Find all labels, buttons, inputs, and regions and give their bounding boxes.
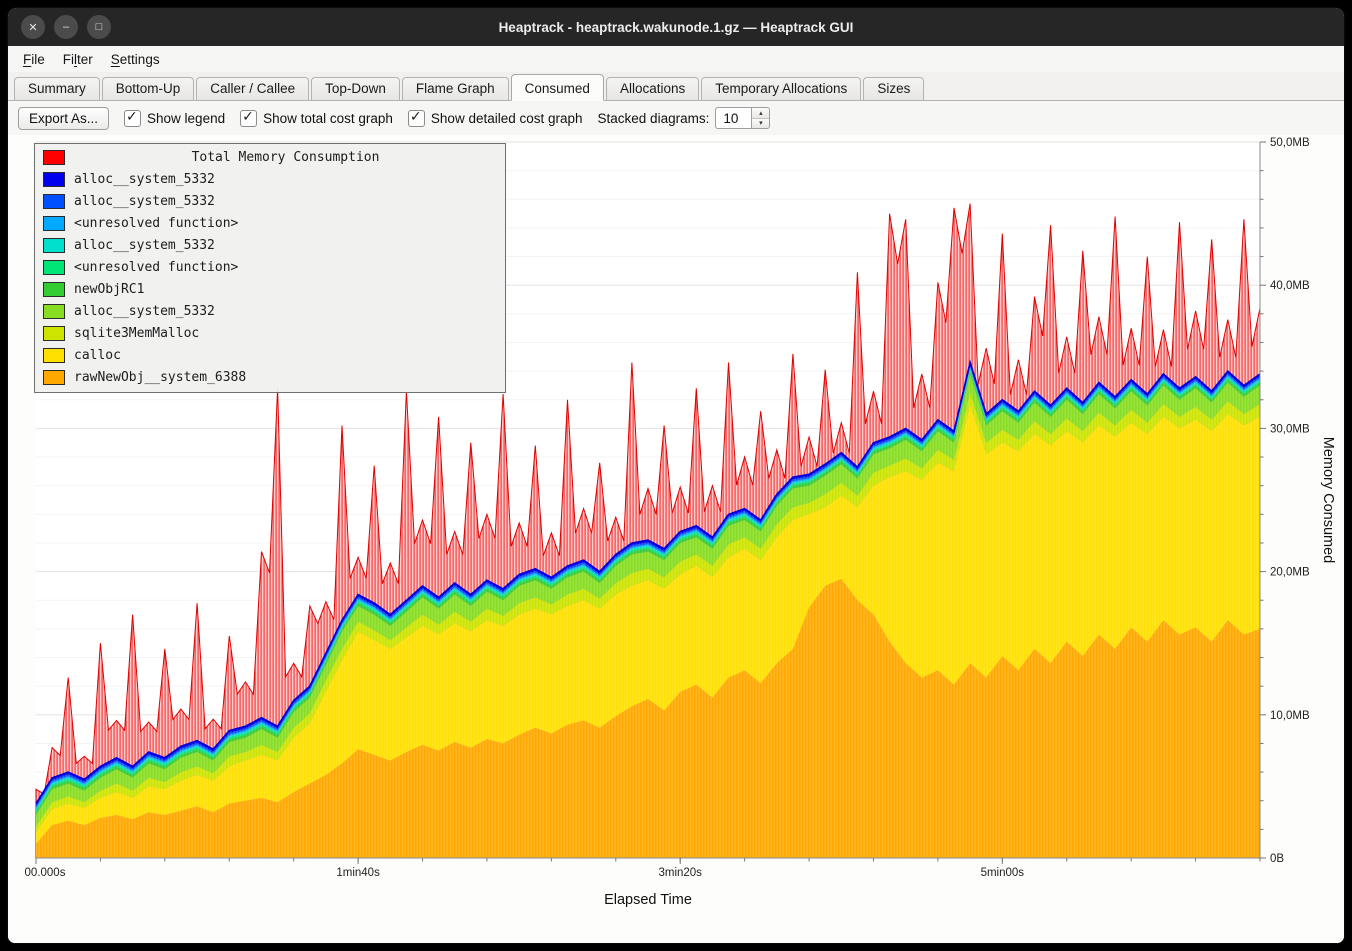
legend-title: Total Memory Consumption [191, 149, 380, 165]
memory-consumption-chart[interactable]: 0B 10,0MB 20,0MB 30,0MB 40,0MB 50,0MB 00.000s 1… [8, 135, 1344, 943]
stacked-diagrams-control: Stacked diagrams: 10 ▴ ▾ [598, 107, 771, 129]
legend-label: alloc__system_5332 [74, 303, 215, 319]
color-swatch [43, 171, 65, 187]
stacked-diagrams-spinbox[interactable]: 10 ▴ ▾ [715, 107, 771, 129]
legend-label: alloc__system_5332 [74, 171, 215, 187]
maximize-button[interactable]: □ [87, 15, 111, 39]
svg-text:Elapsed Time: Elapsed Time [604, 892, 692, 908]
spinbox-value[interactable]: 10 [715, 107, 752, 129]
stacked-diagrams-label: Stacked diagrams: [597, 110, 710, 126]
legend-item: alloc__system_5332 [35, 168, 505, 190]
close-button[interactable]: ✕ [21, 15, 45, 39]
legend-item: <unresolved function> [35, 256, 505, 278]
checkbox-show-total-cost-graph[interactable]: ✓ Show total cost graph [240, 107, 393, 127]
color-swatch [43, 237, 65, 253]
legend-item: calloc [35, 344, 505, 366]
svg-text:0B: 0B [1270, 853, 1284, 865]
check-icon: ✓ [126, 107, 138, 124]
legend-item: alloc__system_5332 [35, 234, 505, 256]
checkbox-label: Show total cost graph [263, 110, 393, 126]
color-swatch [43, 259, 65, 275]
spinbox-buttons: ▴ ▾ [751, 107, 771, 129]
legend-label: sqlite3MemMalloc [74, 325, 200, 341]
export-as-button[interactable]: Export As... [18, 106, 110, 130]
heaptrack-window: ✕ – □ Heaptrack - heaptrack.wakunode.1.g… [8, 8, 1344, 943]
legend-item: <unresolved function> [35, 212, 505, 234]
svg-text:00.000s: 00.000s [25, 867, 66, 879]
svg-text:20,0MB: 20,0MB [1270, 567, 1310, 579]
legend-label: rawNewObj__system_6388 [74, 369, 247, 385]
check-icon: ✓ [409, 107, 422, 124]
tab-bottom-up[interactable]: Bottom-Up [101, 77, 195, 101]
tab-sizes[interactable]: Sizes [863, 77, 925, 101]
tab-flame-graph[interactable]: Flame Graph [401, 77, 509, 101]
checkbox-show-detailed-cost-graph[interactable]: ✓ Show detailed cost graph [407, 107, 583, 127]
minimize-button[interactable]: – [54, 15, 78, 39]
tab-top-down[interactable]: Top-Down [311, 77, 400, 101]
checkbox-box: ✓ [240, 107, 258, 127]
svg-text:5min00s: 5min00s [981, 867, 1025, 879]
minimize-icon: – [62, 21, 70, 33]
tabbar: Summary Bottom-Up Caller / Callee Top-Do… [8, 72, 1344, 101]
menu-filter[interactable]: Filter [62, 51, 93, 67]
maximize-icon: □ [95, 21, 103, 33]
color-swatch [43, 193, 65, 209]
legend-item: rawNewObj__system_6388 [35, 366, 505, 388]
tab-temporary-allocations[interactable]: Temporary Allocations [701, 77, 862, 101]
titlebar[interactable]: ✕ – □ Heaptrack - heaptrack.wakunode.1.g… [8, 8, 1344, 46]
color-swatch [43, 303, 65, 319]
consumed-chart-region: 0B 10,0MB 20,0MB 30,0MB 40,0MB 50,0MB 00.000s 1… [8, 135, 1344, 943]
menubar: File Filter Settings [8, 46, 1344, 72]
svg-text:30,0MB: 30,0MB [1270, 423, 1310, 435]
svg-text:50,0MB: 50,0MB [1270, 137, 1310, 149]
check-icon: ✓ [242, 107, 254, 124]
legend-item: alloc__system_5332 [35, 190, 505, 212]
spin-up-button[interactable]: ▴ [752, 108, 770, 119]
toolbar: Export As... ✓ Show legend ✓ Show total … [8, 101, 1344, 135]
tab-summary[interactable]: Summary [14, 77, 100, 101]
spin-down-button[interactable]: ▾ [752, 118, 770, 128]
checkbox-show-legend[interactable]: ✓ Show legend [124, 107, 226, 127]
chevron-down-icon: ▾ [759, 120, 763, 128]
checkbox-label: Show legend [147, 110, 226, 126]
tab-allocations[interactable]: Allocations [605, 77, 700, 101]
color-swatch [43, 347, 65, 363]
legend-label: alloc__system_5332 [74, 237, 215, 253]
menu-file[interactable]: File [23, 51, 45, 67]
svg-text:Memory Consumed: Memory Consumed [1320, 437, 1336, 564]
tab-consumed[interactable]: Consumed [510, 74, 604, 101]
svg-text:1min40s: 1min40s [336, 867, 380, 879]
menu-settings[interactable]: Settings [110, 51, 160, 67]
checkbox-box: ✓ [124, 107, 142, 127]
window-title: Heaptrack - heaptrack.wakunode.1.gz — He… [498, 19, 854, 35]
chart-legend: Total Memory Consumption alloc__system_5… [34, 143, 506, 393]
color-swatch [43, 215, 65, 231]
color-swatch [43, 281, 65, 297]
svg-text:10,0MB: 10,0MB [1270, 710, 1310, 722]
tab-caller-callee[interactable]: Caller / Callee [196, 77, 310, 101]
legend-item: alloc__system_5332 [35, 300, 505, 322]
legend-item: newObjRC1 [35, 278, 505, 300]
total-color-swatch [43, 149, 65, 165]
legend-label: <unresolved function> [74, 215, 239, 231]
legend-label: <unresolved function> [74, 259, 239, 275]
checkbox-label: Show detailed cost graph [430, 110, 583, 126]
legend-label: calloc [74, 347, 121, 363]
svg-text:3min20s: 3min20s [658, 867, 702, 879]
legend-item: sqlite3MemMalloc [35, 322, 505, 344]
color-swatch [43, 369, 65, 385]
legend-label: alloc__system_5332 [74, 193, 215, 209]
checkbox-box: ✓ [407, 107, 425, 127]
window-controls: ✕ – □ [21, 15, 111, 39]
legend-title-row: Total Memory Consumption [35, 146, 505, 168]
color-swatch [43, 325, 65, 341]
chevron-up-icon: ▴ [759, 109, 763, 117]
close-icon: ✕ [28, 21, 38, 34]
svg-text:40,0MB: 40,0MB [1270, 280, 1310, 292]
legend-label: newObjRC1 [74, 281, 145, 297]
